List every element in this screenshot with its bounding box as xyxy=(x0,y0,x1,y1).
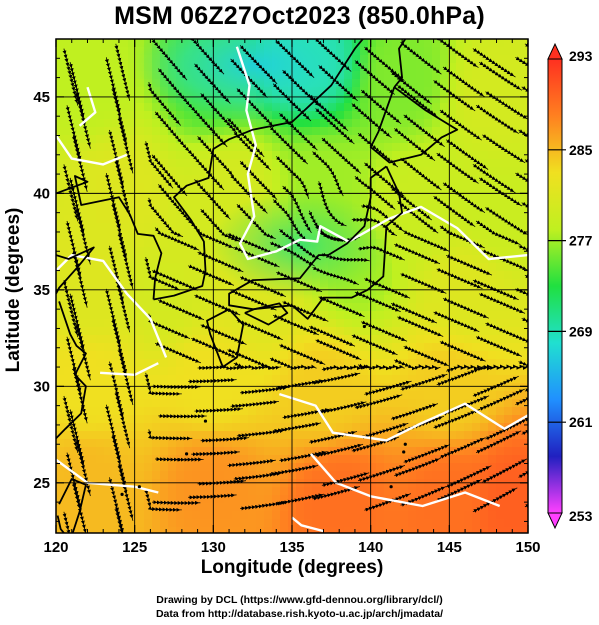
y-tick-label: 45 xyxy=(33,89,50,106)
y-tick-label: 35 xyxy=(33,282,50,299)
colorbar: 293 285 277 269 261 253 xyxy=(547,42,593,530)
x-tick-label: 130 xyxy=(201,539,226,556)
colorbar-ramp xyxy=(547,58,563,514)
colorbar-tick-label: 293 xyxy=(569,48,593,64)
x-tick-label: 120 xyxy=(43,539,68,556)
x-tick-label: 125 xyxy=(122,539,147,556)
lat-lon-grid xyxy=(56,39,528,533)
white-contours xyxy=(56,46,528,533)
y-axis-ticks: 25 30 35 40 45 xyxy=(33,38,528,522)
coastlines xyxy=(56,39,459,533)
colorbar-tick-label: 253 xyxy=(569,508,593,524)
x-axis-label: Longitude (degrees) xyxy=(200,557,384,578)
y-tick-label: 30 xyxy=(33,378,50,395)
credit-drawing: Drawing by DCL (https://www.gfd-dennou.o… xyxy=(156,594,443,606)
colorbar-tick-label: 269 xyxy=(569,323,593,339)
credit-data: Data from http://database.rish.kyoto-u.a… xyxy=(155,608,444,620)
colorbar-min-arrow xyxy=(547,512,563,530)
colorbar-tick-label: 261 xyxy=(569,414,593,430)
y-axis-label: Latitude (degrees) xyxy=(3,207,24,373)
x-axis-ticks: 120 125 130 135 140 145 150 xyxy=(43,39,541,556)
x-tick-label: 150 xyxy=(515,539,540,556)
colorbar-tick-label: 285 xyxy=(569,142,593,158)
x-tick-label: 140 xyxy=(358,539,383,556)
chart-title: MSM 06Z27Oct2023 (850.0hPa) xyxy=(114,2,485,30)
cold-core-north xyxy=(135,39,375,125)
colorbar-tick-label: 277 xyxy=(569,233,593,249)
plot-area xyxy=(56,39,528,533)
colorbar-max-arrow xyxy=(547,42,563,60)
colorbar-ticks: 293 285 277 269 261 253 xyxy=(548,48,593,524)
x-tick-label: 135 xyxy=(279,539,304,556)
x-tick-label: 145 xyxy=(437,539,462,556)
y-tick-label: 25 xyxy=(33,475,50,492)
y-tick-label: 40 xyxy=(33,185,50,202)
